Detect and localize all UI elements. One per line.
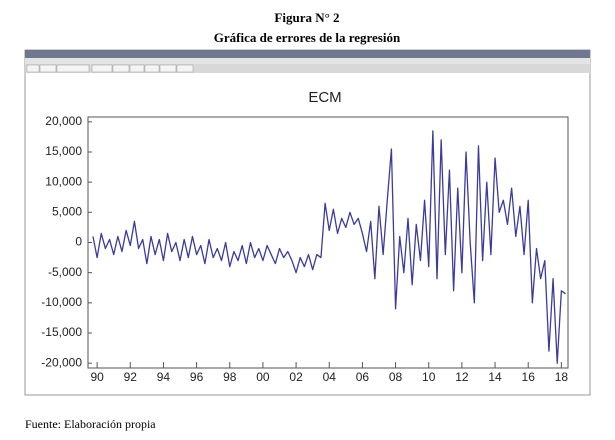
toolbar-button[interactable]	[112, 64, 130, 73]
toolbar-button[interactable]	[91, 64, 113, 73]
y-tick-label: 20,000	[45, 114, 82, 128]
chart-title: ECM	[308, 89, 341, 106]
x-tick-label: 96	[190, 370, 204, 384]
y-tick-label: 10,000	[45, 174, 82, 188]
screenshot-frame	[24, 49, 591, 396]
series-line	[92, 130, 566, 364]
toolbar-button[interactable]	[39, 64, 57, 73]
y-tick-label: 0	[75, 235, 82, 249]
x-tick-label: 16	[522, 370, 536, 384]
x-tick-label: 06	[356, 370, 370, 384]
x-tick-label: 04	[323, 370, 337, 384]
toolbar-button[interactable]	[144, 64, 160, 73]
menu-bar	[25, 50, 590, 58]
figure-source: Fuente: Elaboración propia	[25, 417, 156, 431]
x-tick-label: 10	[422, 370, 436, 384]
x-tick-label: 02	[289, 370, 303, 384]
x-tick-label: 12	[455, 370, 469, 384]
x-tick-label: 00	[256, 370, 270, 384]
toolbar-button[interactable]	[159, 64, 177, 73]
y-tick-label: -5,000	[48, 265, 82, 279]
x-tick-label: 90	[90, 370, 104, 384]
x-tick-label: 08	[389, 370, 403, 384]
toolbar-button[interactable]	[129, 64, 145, 73]
toolbar-button[interactable]	[56, 64, 90, 73]
x-tick-label: 18	[555, 370, 569, 384]
x-tick-label: 98	[223, 370, 237, 384]
y-tick-label: 5,000	[52, 205, 82, 219]
figure-caption: Gráfica de errores de la regresión	[214, 30, 401, 45]
y-tick-label: 15,000	[45, 144, 82, 158]
x-tick-label: 94	[157, 370, 171, 384]
toolbar	[25, 64, 590, 73]
x-tick-label: 14	[488, 370, 502, 384]
toolbar-strip	[25, 58, 590, 64]
y-tick-label: -15,000	[41, 325, 82, 339]
toolbar-button[interactable]	[176, 64, 194, 73]
figure-label: Figura N° 2	[274, 10, 339, 25]
toolbar-buttons	[26, 64, 194, 73]
y-tick-label: -20,000	[41, 355, 82, 369]
x-tick-label: 92	[124, 370, 138, 384]
toolbar-button[interactable]	[26, 64, 40, 73]
y-tick-label: -10,000	[41, 295, 82, 309]
